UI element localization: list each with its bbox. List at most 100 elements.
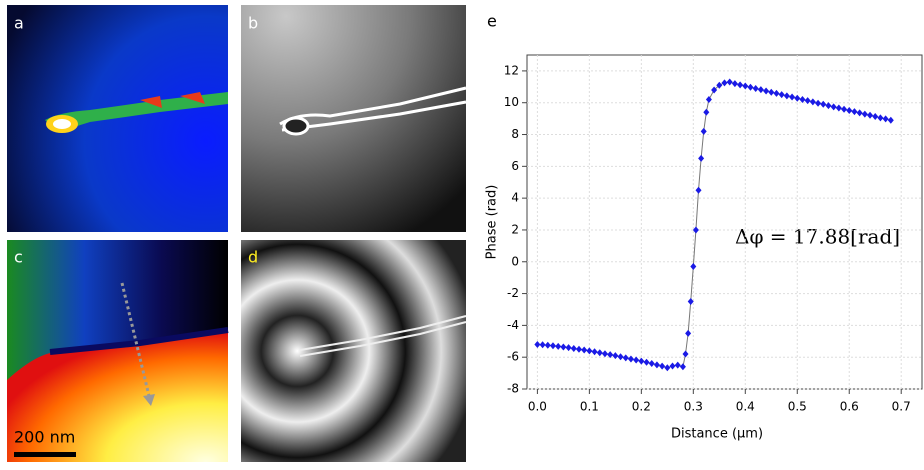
plot-frame	[526, 54, 923, 390]
data-point	[539, 341, 546, 349]
data-point	[607, 351, 614, 359]
data-point	[867, 111, 874, 119]
data-point	[601, 350, 608, 358]
feature	[282, 116, 310, 136]
data-point	[711, 86, 718, 94]
data-point	[669, 362, 676, 370]
data-point	[596, 349, 603, 357]
data-point	[737, 81, 744, 89]
data-point	[768, 88, 775, 96]
data-point	[534, 340, 541, 348]
x-tick-label: 0.7	[892, 400, 911, 414]
y-tick-label: 8	[511, 127, 519, 141]
data-point	[692, 226, 699, 234]
x-tick-label: 0.1	[580, 400, 599, 414]
y-tick-label: 2	[511, 222, 519, 236]
data-point	[617, 353, 624, 361]
data-point	[648, 360, 655, 368]
x-tick-label: 0.4	[736, 400, 755, 414]
x-axis-label: Distance (μm)	[671, 427, 763, 442]
panel-label: d	[248, 248, 258, 267]
panel-label: b	[248, 14, 258, 33]
y-axis-label: Phase (rad)	[485, 185, 500, 260]
data-point	[747, 83, 754, 91]
data-point	[705, 96, 712, 104]
panel-label: c	[14, 248, 23, 267]
data-point	[633, 356, 640, 364]
data-point	[731, 80, 738, 88]
data-point	[861, 110, 868, 118]
y-tick-label: 4	[511, 191, 519, 205]
x-tick-label: 0.6	[840, 400, 859, 414]
data-point	[565, 344, 572, 352]
data-point	[789, 93, 796, 101]
y-tick-label: -4	[507, 318, 519, 332]
feature	[45, 92, 228, 132]
scale-bar-label: 200 nm	[14, 428, 75, 447]
data-point	[685, 329, 692, 337]
feature	[7, 332, 228, 462]
x-tick-label: 0.0	[528, 400, 547, 414]
data-point	[591, 348, 598, 356]
annotation: Δφ = 17.88[rad]	[735, 225, 900, 249]
data-point	[690, 263, 697, 271]
data-point	[700, 127, 707, 135]
data-point	[622, 354, 629, 362]
data-point	[846, 107, 853, 115]
data-point	[698, 154, 705, 162]
panel-b-image	[241, 5, 466, 232]
data-point	[856, 109, 863, 117]
data-point	[659, 362, 666, 370]
profile-arrow-head	[143, 394, 155, 406]
data-point	[612, 352, 619, 360]
data-point	[682, 350, 689, 358]
data-point	[804, 97, 811, 105]
data-point	[721, 79, 728, 87]
feature	[299, 315, 467, 357]
data-point	[841, 105, 848, 113]
panel-label: e	[487, 12, 497, 31]
data-point	[742, 82, 749, 90]
y-tick-label: -2	[507, 286, 519, 300]
feature	[53, 119, 71, 129]
data-point	[851, 108, 858, 116]
data-point	[555, 342, 562, 350]
data-point	[687, 298, 694, 306]
data-point	[815, 99, 822, 107]
data-point	[825, 102, 832, 110]
x-tick-label: 0.2	[632, 400, 651, 414]
data-point	[809, 98, 816, 106]
data-point	[783, 92, 790, 100]
x-tick-label: 0.3	[684, 400, 703, 414]
data-point	[835, 104, 842, 112]
data-point	[703, 108, 710, 116]
y-tick-label: 6	[511, 159, 519, 173]
data-point	[830, 103, 837, 111]
feature	[140, 92, 205, 108]
y-tick-label: -8	[507, 382, 519, 396]
data-point	[575, 345, 582, 353]
y-tick-label: -6	[507, 350, 519, 364]
data-point	[638, 357, 645, 365]
data-point	[757, 86, 764, 94]
scale-bar	[14, 452, 76, 457]
data-point	[799, 96, 806, 104]
x-tick-label: 0.5	[788, 400, 807, 414]
data-point	[674, 361, 681, 369]
data-point	[773, 89, 780, 97]
data-point	[679, 363, 686, 371]
data-point	[872, 113, 879, 121]
data-point	[794, 94, 801, 102]
data-point	[586, 347, 593, 355]
data-point	[752, 85, 759, 93]
data-point	[887, 116, 894, 124]
panel-label: a	[14, 14, 24, 33]
data-point	[581, 346, 588, 354]
data-point	[726, 78, 733, 86]
data-point	[877, 114, 884, 122]
data-point	[560, 343, 567, 351]
data-point	[653, 361, 660, 369]
data-point	[695, 186, 702, 194]
data-point	[643, 358, 650, 366]
data-point	[716, 81, 723, 89]
